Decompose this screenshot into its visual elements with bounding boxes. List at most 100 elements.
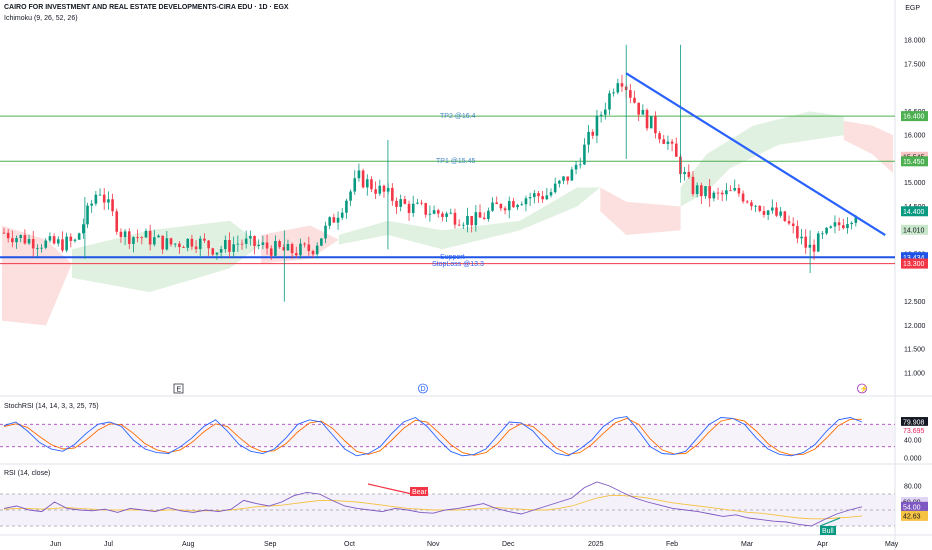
price-tick-label: 11.000 — [904, 371, 925, 378]
candle-body — [570, 169, 574, 181]
candle-body — [424, 203, 428, 215]
candle-body — [178, 243, 181, 248]
rsi-badge-label: 42.63 — [903, 513, 921, 520]
candle-body — [762, 211, 766, 215]
candle-body — [136, 237, 139, 238]
candle-body — [307, 244, 311, 251]
stoploss-label: StopLoss @13.3 — [432, 261, 484, 268]
candle-body — [36, 248, 39, 249]
candle-body — [666, 141, 670, 144]
candle-body — [107, 199, 110, 203]
lightning-icon[interactable] — [857, 383, 867, 394]
candle-body — [520, 204, 524, 206]
candle-body — [190, 238, 194, 247]
bear-divergence-line — [367, 483, 413, 495]
candle-body — [466, 215, 469, 225]
candle-body — [303, 243, 306, 245]
candle-body — [796, 226, 799, 239]
bull-divergence-line — [819, 517, 841, 527]
candle-body — [478, 212, 482, 218]
price-tick-label: 17.500 — [904, 61, 926, 68]
candle-body — [779, 211, 782, 216]
candle-body — [169, 238, 173, 245]
candle-body — [407, 203, 411, 214]
price-badge-label: 13.300 — [903, 261, 925, 268]
candle-body — [825, 227, 828, 234]
dividend-marker[interactable] — [418, 383, 428, 394]
time-tick-label: 2025 — [588, 541, 604, 548]
candle-body — [599, 114, 603, 116]
candle-body — [562, 176, 565, 181]
candle-body — [649, 116, 653, 129]
candle-body — [804, 236, 808, 248]
candle-body — [704, 186, 707, 197]
candle-body — [194, 246, 198, 250]
candle-body — [737, 188, 741, 194]
candle-body — [132, 237, 135, 244]
candle-body — [65, 236, 68, 251]
candle-body — [27, 239, 31, 244]
stoch-band — [0, 424, 895, 447]
candle-body — [228, 240, 231, 252]
candle-body — [353, 178, 357, 192]
candle-body — [791, 223, 795, 227]
candle-body — [645, 109, 649, 129]
candle-body — [140, 237, 144, 239]
candle-body — [320, 238, 323, 246]
stoch-tick-label: 40.00 — [904, 438, 922, 445]
candle-body — [729, 190, 732, 192]
currency-label[interactable]: EGP — [905, 5, 920, 12]
candle-body — [507, 201, 511, 211]
candle-body — [462, 224, 465, 226]
candle-body — [48, 236, 52, 241]
candle-body — [69, 236, 73, 241]
candle-body — [566, 176, 570, 181]
candle-body — [290, 244, 294, 254]
candle-body — [754, 205, 757, 207]
time-tick-label: Feb — [666, 541, 678, 548]
ichimoku-label[interactable]: Ichimoku (9, 26, 52, 26) — [4, 15, 78, 22]
candle-body — [94, 194, 98, 204]
trendline-segment — [625, 72, 886, 236]
time-tick-label: Nov — [427, 541, 440, 548]
price-tick-label: 15.000 — [904, 180, 926, 187]
candle-body — [31, 239, 35, 249]
price-badge — [901, 111, 928, 122]
candle-body — [545, 195, 549, 200]
candle-body — [102, 194, 106, 203]
candle-body — [691, 176, 695, 194]
candle-body — [541, 196, 544, 200]
rsi-badge-label: 54.00 — [903, 504, 921, 511]
candle-body — [453, 212, 457, 225]
candle-body — [482, 217, 486, 220]
price-tick-label: 12.000 — [904, 323, 926, 330]
candle-body — [157, 235, 160, 238]
candle-body — [261, 242, 265, 245]
candle-body — [449, 212, 453, 214]
earnings-marker[interactable] — [173, 383, 184, 394]
candle-body — [403, 199, 407, 204]
time-tick-label: Mar — [741, 541, 754, 548]
candle-body — [654, 116, 657, 134]
price-badge — [901, 206, 928, 217]
candle-body — [553, 183, 557, 193]
candle-body — [495, 202, 499, 205]
price-badges: 16.40015.54515.45014.40014.01013.43413.3… — [901, 111, 928, 269]
price-badge-label: 14.010 — [903, 227, 925, 234]
candle-body — [829, 226, 833, 228]
price-badge — [901, 258, 928, 269]
candle-body — [771, 207, 774, 211]
candle-body — [603, 109, 607, 115]
candle-body — [833, 222, 837, 227]
candle-body — [512, 201, 515, 208]
bull-tag-label: Bull — [822, 528, 834, 535]
candle-body — [123, 231, 127, 237]
candle-body — [733, 188, 737, 191]
candle-body — [574, 164, 578, 170]
candle-body — [641, 109, 645, 115]
candle-body — [165, 238, 169, 250]
candle-body — [658, 133, 661, 140]
candlesticks — [2, 44, 858, 302]
